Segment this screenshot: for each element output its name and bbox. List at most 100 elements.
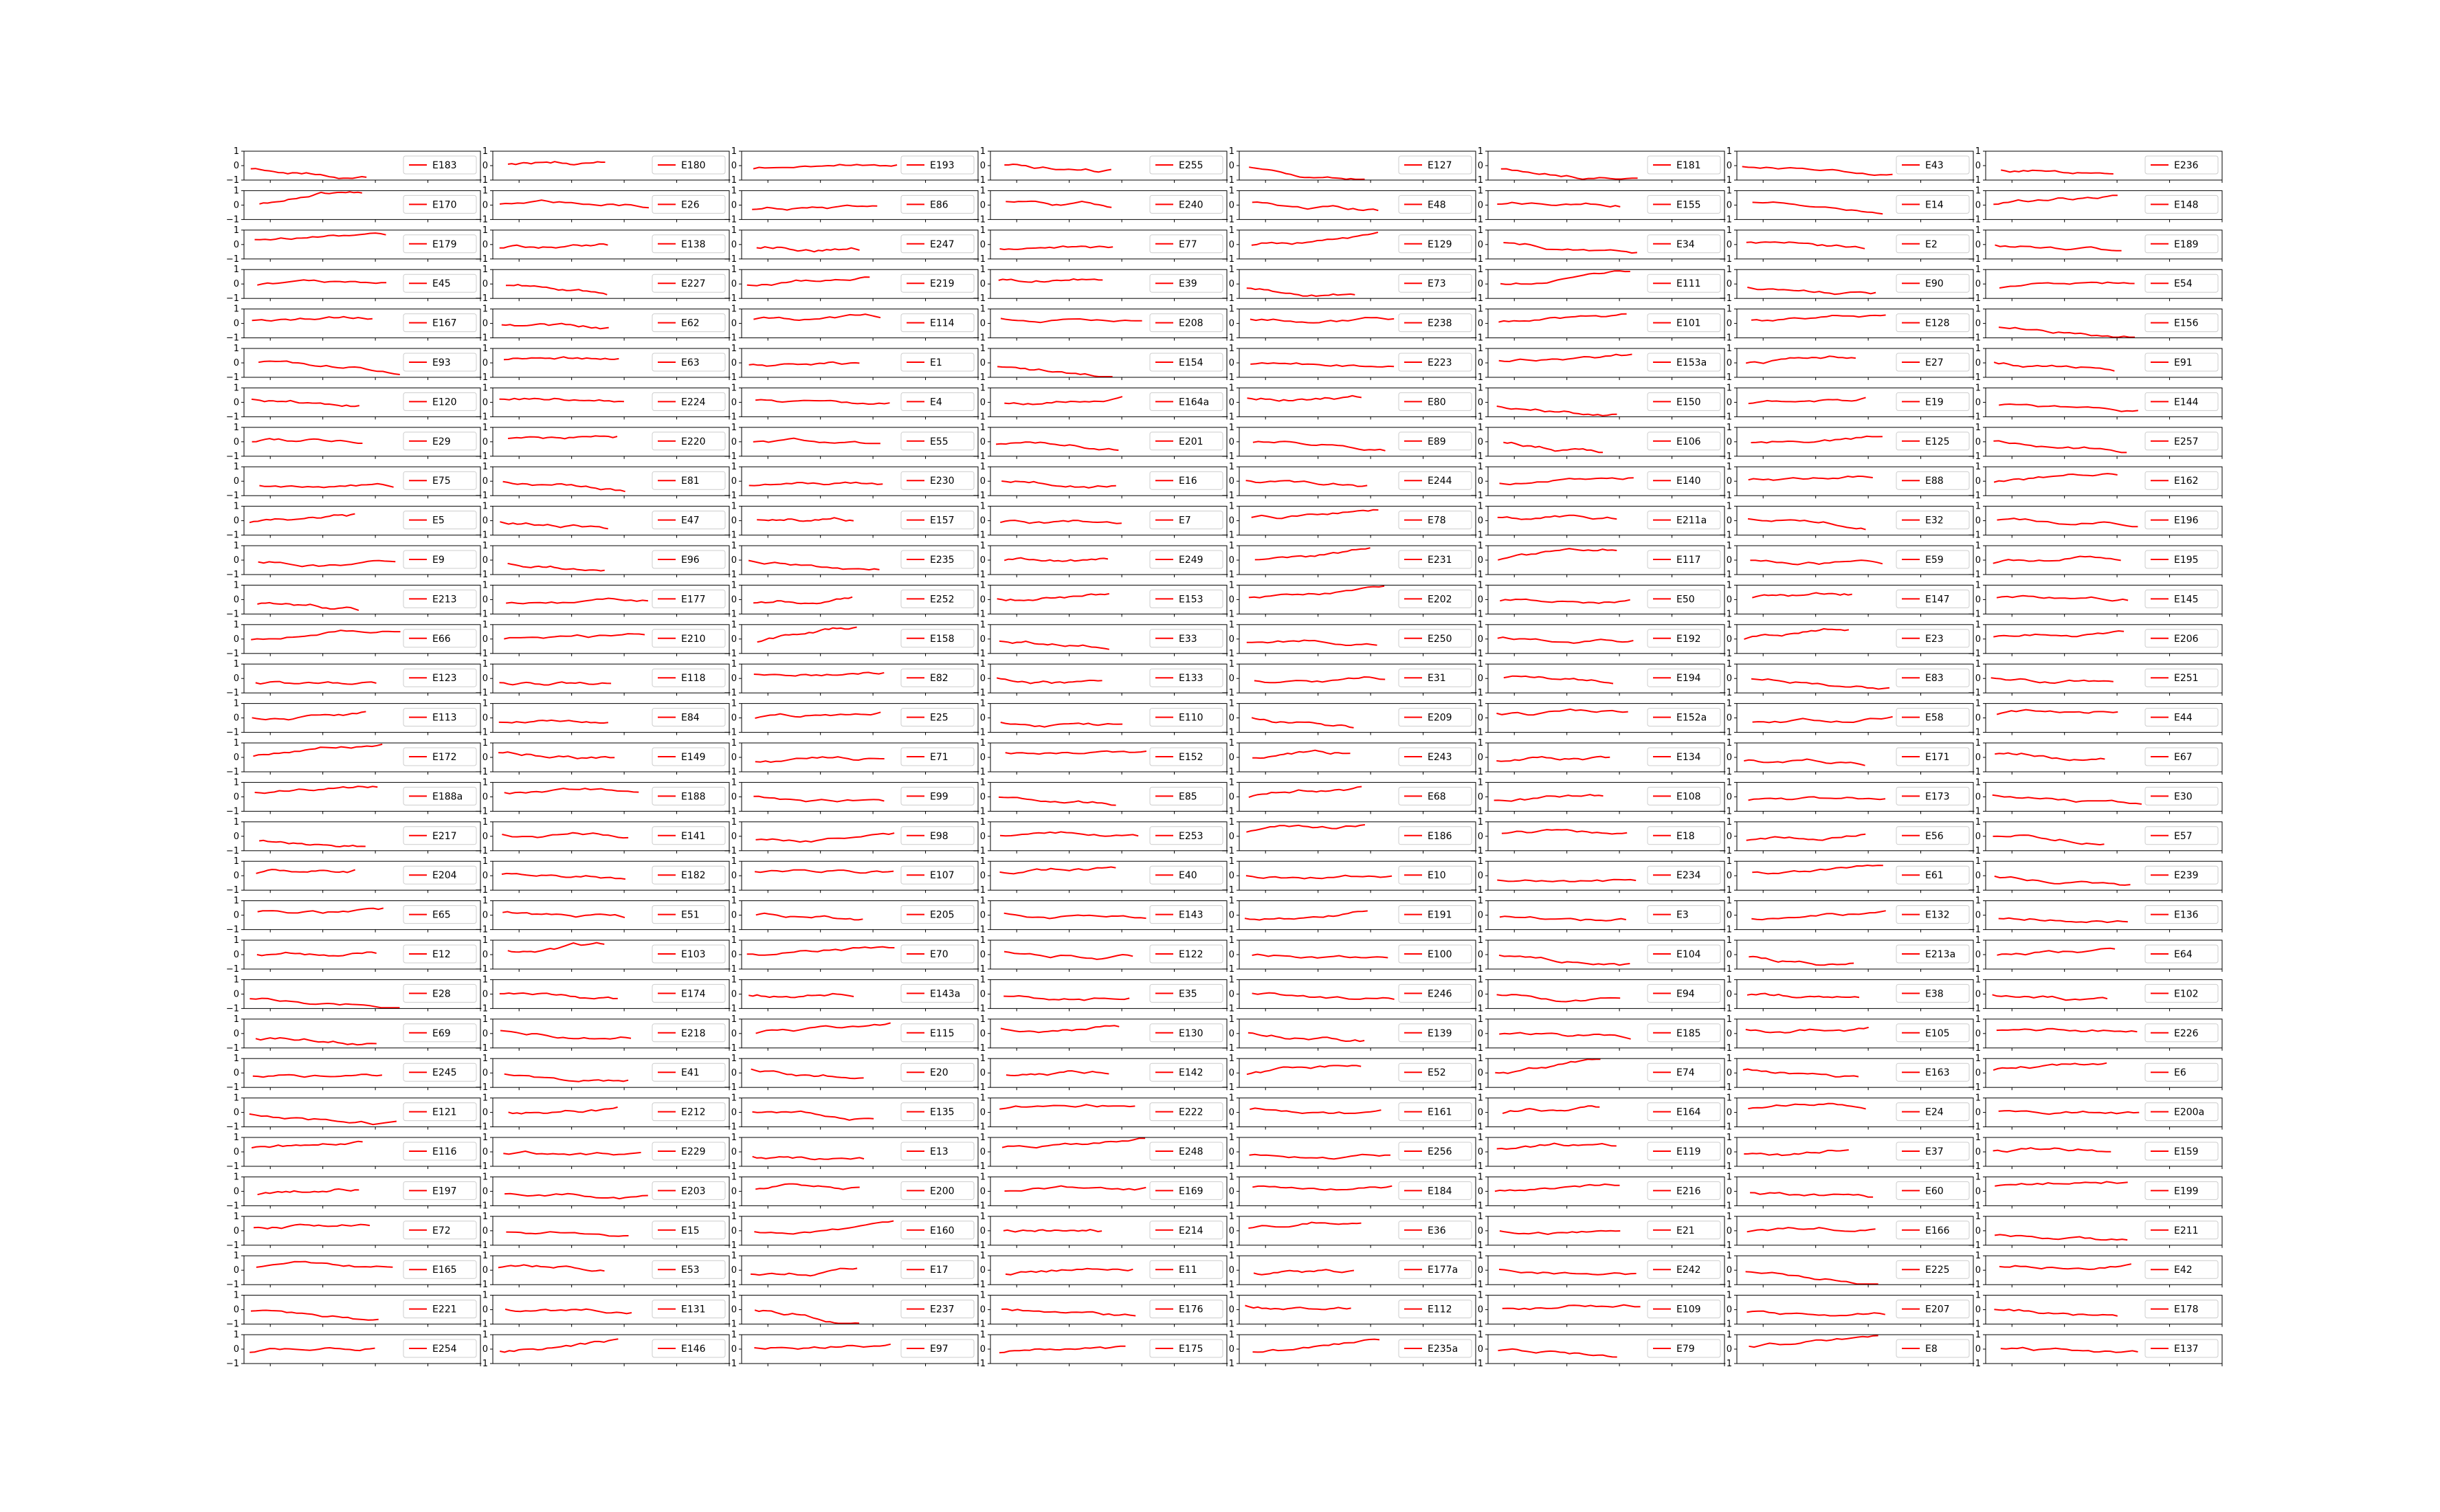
y-tick-label: −1: [226, 688, 239, 698]
axes-frame: [1985, 309, 2223, 339]
series-line-E180: [507, 161, 606, 166]
series-line-E11: [1005, 1267, 1133, 1276]
series-line-E141: [502, 832, 629, 839]
axes-frame: [990, 506, 1228, 536]
legend-box: [2144, 786, 2219, 805]
y-tick-label: 1: [1478, 896, 1483, 907]
y-tick-label: −1: [1221, 373, 1234, 383]
y-tick-label: −1: [1968, 649, 1981, 659]
y-tick-label: 0: [1975, 358, 1981, 368]
series-line-E195: [1993, 555, 2121, 564]
axes-frame: [741, 860, 979, 891]
legend-label: E26: [681, 199, 700, 210]
y-tick-label: 1: [483, 383, 488, 393]
axes-frame: [990, 584, 1228, 614]
y-tick-label: 1: [980, 935, 986, 946]
axes-frame: [492, 1295, 730, 1325]
series-line-E111: [1500, 270, 1630, 285]
y-tick-label: 1: [234, 699, 239, 709]
axes-frame: [492, 151, 730, 181]
series-line-E115: [755, 1022, 891, 1034]
legend-label: E253: [1179, 831, 1204, 842]
series-line-E130: [1000, 1025, 1120, 1034]
y-tick-label: 1: [731, 186, 737, 196]
legend-label: E162: [2174, 476, 2199, 487]
legend-label: E108: [1676, 791, 1701, 802]
y-tick-label: 1: [1478, 344, 1483, 354]
y-tick-label: 0: [1975, 911, 1981, 921]
series-line-E26: [499, 199, 650, 209]
series-line-E110: [1000, 722, 1123, 728]
y-tick-label: 1: [483, 1212, 488, 1222]
y-tick-label: −1: [724, 1280, 737, 1290]
y-tick-label: 1: [1478, 225, 1483, 236]
y-tick-label: −1: [1470, 1043, 1483, 1054]
y-tick-label: 0: [483, 1226, 488, 1236]
y-tick-label: −1: [475, 885, 488, 896]
y-tick-label: −1: [724, 688, 737, 698]
axes-frame: [492, 940, 730, 970]
axes-frame: [741, 1295, 979, 1325]
series-line-E144: [1999, 403, 2138, 412]
y-tick-label: 0: [1478, 476, 1483, 487]
legend-label: E160: [930, 1225, 955, 1236]
legend-label: E91: [2174, 357, 2193, 368]
series-line-E132: [1751, 910, 1886, 921]
y-tick-label: 1: [731, 975, 737, 985]
y-tick-label: −1: [1470, 1359, 1483, 1369]
y-tick-label: 1: [731, 304, 737, 315]
y-tick-label: 1: [1727, 817, 1732, 827]
legend-box: [1398, 1063, 1472, 1082]
legend-label: E35: [1179, 988, 1197, 999]
series-line-E157: [757, 517, 854, 522]
series-line-E137: [2000, 1346, 2138, 1353]
series-line-E7: [1000, 520, 1122, 524]
y-tick-label: −1: [1470, 333, 1483, 344]
y-tick-label: −1: [1470, 885, 1483, 896]
y-tick-label: 0: [483, 989, 488, 999]
y-tick-label: 1: [980, 1133, 986, 1143]
axes-frame: [1487, 309, 1725, 339]
axes-frame: [1487, 269, 1725, 299]
y-tick-label: 1: [1229, 1093, 1234, 1104]
axes-frame: [1487, 1098, 1725, 1128]
legend-box: [652, 865, 726, 885]
y-tick-label: 1: [1478, 777, 1483, 788]
legend-label: E31: [1428, 673, 1446, 684]
series-line-E15: [506, 1231, 629, 1237]
series-line-E28: [249, 997, 400, 1009]
y-tick-label: 1: [234, 344, 239, 354]
y-tick-label: 0: [1478, 911, 1483, 921]
y-tick-label: 1: [1975, 935, 1981, 946]
y-tick-label: 0: [1975, 516, 1981, 526]
series-line-E55: [753, 437, 880, 445]
series-line-E196: [1997, 518, 2138, 528]
series-line-E114: [753, 313, 881, 322]
y-tick-label: 1: [1478, 304, 1483, 315]
axes-frame: [741, 979, 979, 1009]
y-tick-label: 0: [980, 1029, 986, 1039]
y-tick-label: 1: [1727, 777, 1732, 788]
y-tick-label: 1: [1478, 620, 1483, 630]
y-tick-label: 1: [1478, 935, 1483, 946]
y-tick-label: 0: [234, 989, 239, 999]
y-tick-label: 1: [1727, 462, 1732, 472]
axes-frame: [1239, 703, 1476, 733]
